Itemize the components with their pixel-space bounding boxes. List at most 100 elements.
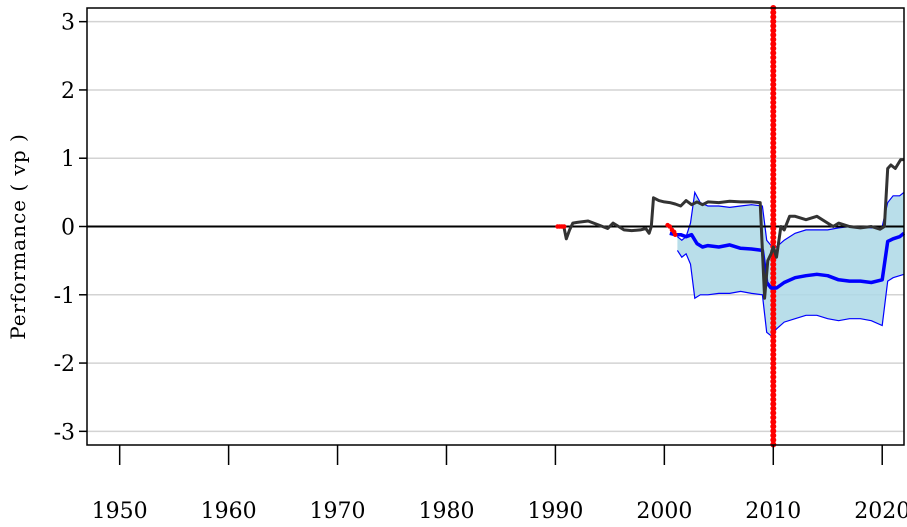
marker-dot (770, 374, 777, 380)
marker-dot (770, 297, 777, 304)
y-tick-label: -2 (54, 352, 75, 377)
marker-dot (770, 203, 777, 209)
marker-dot (770, 347, 777, 353)
marker-dot (770, 410, 777, 416)
marker-dot (770, 50, 777, 56)
marker-dot (770, 135, 777, 142)
marker-dot (770, 104, 777, 110)
marker-dot (770, 387, 777, 394)
marker-dot (770, 356, 777, 362)
marker-dot (770, 315, 777, 322)
marker-dot (770, 324, 777, 331)
y-tick-label: 2 (61, 79, 75, 104)
series-performance-line (562, 158, 904, 300)
marker-dot (770, 239, 777, 245)
marker-dot (770, 180, 777, 187)
marker-dot (770, 437, 777, 443)
y-tick-label: 1 (61, 147, 75, 172)
marker-dot (770, 351, 777, 358)
marker-dot (770, 41, 777, 47)
marker-dot (770, 392, 777, 398)
marker-dot (770, 27, 777, 34)
marker-dot (770, 95, 777, 101)
marker-dot (770, 234, 777, 241)
marker-dot (770, 77, 777, 83)
marker-dot (770, 383, 777, 389)
x-tick-label: 2010 (745, 499, 801, 524)
marker-dot (770, 140, 777, 146)
x-tick-label: 1980 (418, 499, 474, 524)
marker-dot (770, 185, 777, 191)
marker-dot (770, 342, 777, 349)
marker-dot (770, 90, 777, 97)
y-tick-label: 3 (61, 11, 75, 36)
x-tick-label: 2020 (854, 499, 907, 524)
marker-dot (770, 369, 777, 376)
marker-dot (770, 423, 777, 430)
marker-dot (770, 86, 777, 92)
vertical-marker (770, 5, 777, 448)
marker-dot (770, 18, 777, 25)
marker-dot (770, 414, 777, 421)
marker-dot (770, 419, 777, 425)
marker-dot (770, 270, 777, 277)
red-point (667, 224, 673, 229)
marker-dot (770, 302, 777, 308)
red-point (561, 224, 567, 229)
marker-dot (770, 311, 777, 317)
marker-dot (770, 212, 777, 218)
y-axis-title: Performance ( vp ) (6, 133, 30, 340)
marker-dot (770, 153, 777, 160)
band-lower-line (676, 250, 905, 337)
marker-dot (770, 144, 777, 151)
marker-dot (770, 306, 777, 313)
marker-dot (770, 428, 777, 434)
series-lines (562, 158, 906, 300)
marker-dot (770, 207, 777, 214)
marker-dot (770, 338, 777, 344)
marker-dot (770, 176, 777, 182)
marker-dot (770, 401, 777, 407)
marker-dot (770, 432, 777, 439)
x-tick-label: 1970 (310, 499, 366, 524)
marker-dot (770, 113, 777, 119)
marker-dot (770, 230, 777, 236)
marker-dot (770, 279, 777, 286)
marker-dot (770, 36, 777, 43)
marker-dot (770, 293, 777, 299)
y-tick-label: -3 (54, 420, 75, 445)
marker-dot (770, 405, 777, 412)
x-tick-label: 1990 (527, 499, 583, 524)
marker-dot (770, 225, 777, 232)
marker-dot (770, 59, 777, 65)
marker-dot (770, 194, 777, 200)
axes: -3 -2 -1 0 1 2 3 1950 1960 1970 1980 1990 2000 2010 20… (54, 11, 907, 524)
marker-dot (770, 23, 777, 29)
marker-dot (770, 9, 777, 16)
marker-dot (770, 261, 777, 268)
marker-dot (770, 99, 777, 106)
marker-dot (770, 14, 777, 20)
marker-dot (770, 171, 777, 178)
y-tick-label: 0 (61, 216, 75, 241)
x-tick-label: 1950 (92, 499, 148, 524)
marker-dot (770, 329, 777, 335)
marker-dot (770, 221, 777, 227)
y-tick-label: -1 (54, 284, 75, 309)
series-center-line (669, 231, 906, 290)
marker-dot (770, 162, 777, 169)
marker-dot (770, 396, 777, 403)
marker-dot (770, 81, 777, 88)
marker-dot (770, 158, 777, 164)
marker-dot (770, 117, 777, 124)
band-area (677, 192, 904, 336)
x-tick-label: 2000 (636, 499, 692, 524)
marker-dot (770, 72, 777, 79)
marker-dot (770, 68, 777, 74)
marker-dot (770, 108, 777, 115)
marker-dot (770, 216, 777, 223)
marker-dot (770, 198, 777, 205)
marker-dot (770, 275, 777, 281)
marker-dot (770, 288, 777, 295)
